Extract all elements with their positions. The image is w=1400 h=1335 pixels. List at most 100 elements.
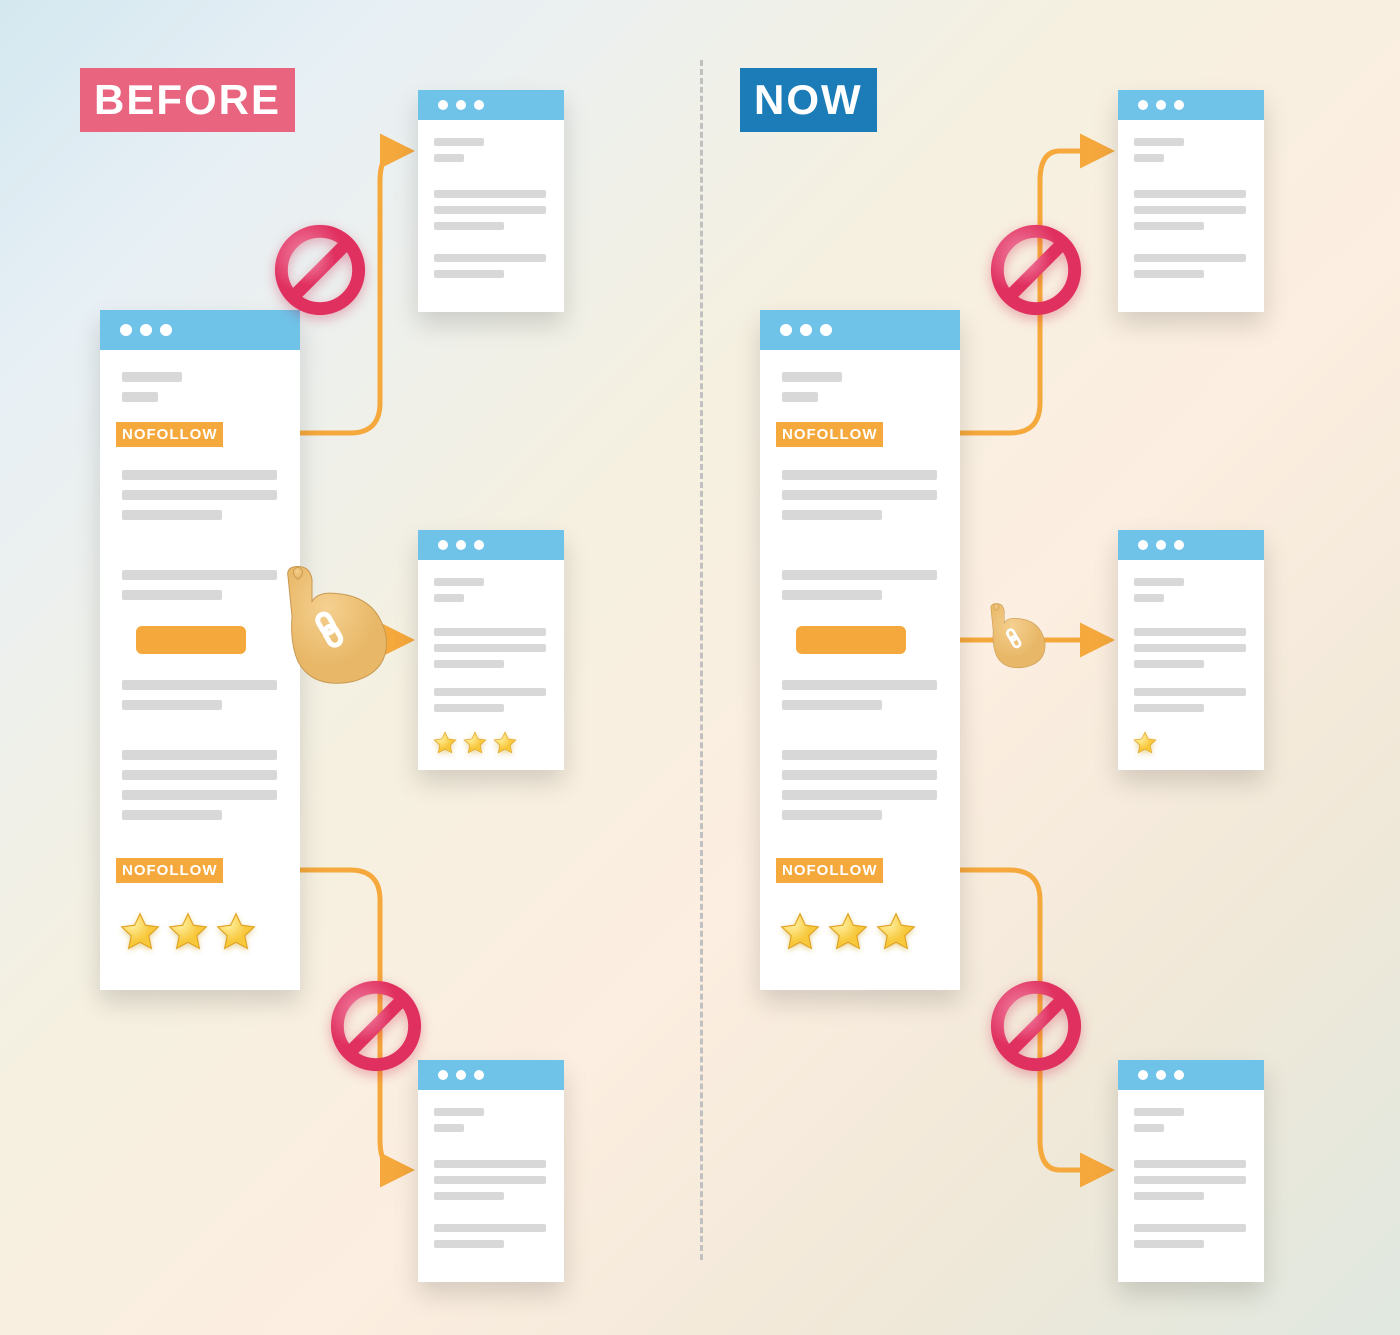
window-dot-icon [800, 324, 812, 336]
star-rating [778, 910, 918, 959]
text-line [1134, 644, 1246, 652]
text-line [434, 1240, 504, 1248]
text-line [434, 688, 546, 696]
text-line [122, 790, 277, 800]
text-line [434, 578, 484, 586]
star-icon [432, 730, 458, 761]
text-line [782, 392, 818, 402]
window-dot-icon [120, 324, 132, 336]
window-dot-icon [474, 100, 484, 110]
card-header [1118, 90, 1264, 120]
window-dot-icon [438, 1070, 448, 1080]
window-dot-icon [1174, 540, 1184, 550]
text-line [782, 570, 937, 580]
text-line [434, 1192, 504, 1200]
text-line [1134, 222, 1204, 230]
text-line [434, 594, 464, 602]
card-header [100, 310, 300, 350]
text-line [122, 510, 222, 520]
window-dot-icon [1174, 1070, 1184, 1080]
window-dot-icon [456, 1070, 466, 1080]
text-line [1134, 594, 1164, 602]
text-line [434, 222, 504, 230]
text-line [122, 770, 277, 780]
text-line [434, 270, 504, 278]
star-icon [462, 730, 488, 761]
prohibit-icon [990, 224, 1082, 316]
text-line [434, 254, 546, 262]
text-line [1134, 578, 1184, 586]
window-dot-icon [438, 100, 448, 110]
text-line [1134, 190, 1246, 198]
nofollow-badge: NOFOLLOW [776, 422, 883, 447]
text-line [782, 372, 842, 382]
window-dot-icon [1156, 540, 1166, 550]
star-icon [826, 910, 870, 959]
text-line [434, 1160, 546, 1168]
text-line [1134, 660, 1204, 668]
text-line [434, 644, 546, 652]
text-line [782, 810, 882, 820]
star-icon [118, 910, 162, 959]
star-icon [214, 910, 258, 959]
star-rating [118, 910, 258, 959]
text-line [122, 372, 182, 382]
text-line [1134, 1176, 1246, 1184]
text-line [782, 510, 882, 520]
window-dot-icon [1156, 100, 1166, 110]
text-line [434, 1224, 546, 1232]
text-line [1134, 628, 1246, 636]
window-dot-icon [820, 324, 832, 336]
link-strength-muscle-icon [268, 560, 408, 698]
window-dot-icon [780, 324, 792, 336]
text-line [1134, 154, 1164, 162]
text-line [122, 750, 277, 760]
window-dot-icon [1156, 1070, 1166, 1080]
card-header [760, 310, 960, 350]
star-icon [166, 910, 210, 959]
card-header [1118, 530, 1264, 560]
text-line [434, 206, 546, 214]
star-icon [1132, 730, 1158, 761]
window-dot-icon [1174, 100, 1184, 110]
page-card-target-bot [1118, 1060, 1264, 1282]
text-line [1134, 206, 1246, 214]
window-dot-icon [1138, 540, 1148, 550]
window-dot-icon [456, 540, 466, 550]
text-line [782, 470, 937, 480]
prohibit-icon [330, 980, 422, 1072]
text-line [1134, 1240, 1204, 1248]
window-dot-icon [1138, 1070, 1148, 1080]
window-dot-icon [438, 540, 448, 550]
text-line [1134, 1224, 1246, 1232]
followed-link-block [136, 626, 246, 654]
page-card-target-top [1118, 90, 1264, 312]
text-line [1134, 1160, 1246, 1168]
card-header [418, 90, 564, 120]
text-line [782, 770, 937, 780]
star-rating [432, 730, 518, 761]
text-line [1134, 704, 1204, 712]
text-line [1134, 138, 1184, 146]
text-line [782, 700, 882, 710]
text-line [434, 190, 546, 198]
star-icon [778, 910, 822, 959]
window-dot-icon [474, 1070, 484, 1080]
nofollow-badge: NOFOLLOW [116, 422, 223, 447]
text-line [434, 628, 546, 636]
text-line [1134, 1192, 1204, 1200]
page-card-target-bot [418, 1060, 564, 1282]
window-dot-icon [160, 324, 172, 336]
text-line [122, 680, 277, 690]
text-line [434, 1108, 484, 1116]
text-line [434, 1124, 464, 1132]
window-dot-icon [1138, 100, 1148, 110]
card-header [418, 530, 564, 560]
nofollow-badge: NOFOLLOW [116, 858, 223, 883]
window-dot-icon [474, 540, 484, 550]
page-card-target-top [418, 90, 564, 312]
star-icon [874, 910, 918, 959]
page-card-target-mid [1118, 530, 1264, 770]
text-line [122, 490, 277, 500]
text-line [1134, 1108, 1184, 1116]
